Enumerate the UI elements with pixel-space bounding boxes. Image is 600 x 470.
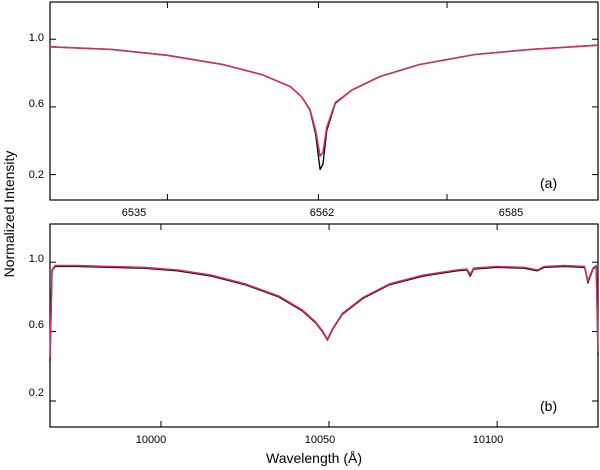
panel-a-label: (a) [540,175,557,191]
panel-a-frame [49,1,599,201]
panel-b-x-tick-label-1: 10050 [305,434,336,446]
panel-b-label: (b) [540,398,557,414]
panel-a-y-tick-label-0: 0.2 [29,169,44,181]
panel-a-series-observed [49,44,599,171]
panel-b-y-tick-label-0: 0.2 [29,387,44,399]
panel-a-x-tick-label-1: 6562 [310,207,334,219]
panel-a-ticks [50,2,598,200]
panel-a-x-tick-label-0: 6535 [122,207,146,219]
panel-b-series-model [49,264,599,358]
panel-b-series-observed [49,265,599,362]
panel-a-y-tick-label-1: 0.6 [29,98,44,110]
panel-b-ticks [50,224,598,427]
panel-a-y-tick-label-2: 1.0 [29,32,44,44]
panel-b-y-tick-label-1: 0.6 [29,319,44,331]
x-axis-title: Wavelength (Å) [266,450,362,466]
panel-a-series-model [49,44,599,157]
panel-b-lines [49,264,599,362]
panel-b-x-tick-label-0: 10000 [136,434,167,446]
panel-b: 0.2 0.6 1.0 10000 10050 10100 (b) [29,223,599,446]
panel-a-x-tick-label-2: 6585 [499,207,523,219]
panel-b-y-tick-label-2: 1.0 [29,253,44,265]
panel-b-x-tick-label-2: 10100 [473,434,504,446]
panel-a: 0.2 0.6 1.0 6535 6562 6585 (a) [29,1,599,219]
y-axis-title: Normalized Intensity [1,151,17,278]
panel-b-frame [49,223,599,428]
panel-a-lines [49,44,599,171]
